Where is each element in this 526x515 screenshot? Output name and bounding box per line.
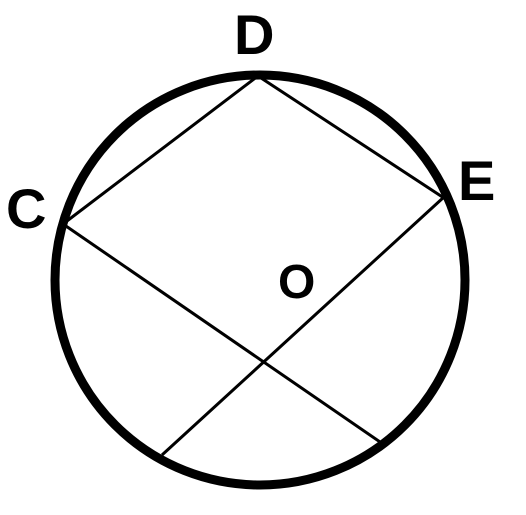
diagram-svg bbox=[0, 0, 526, 515]
label-e: E bbox=[458, 148, 495, 213]
geometry-diagram: D C E O bbox=[0, 0, 526, 515]
label-c: C bbox=[6, 176, 46, 241]
diagonal-e-lower bbox=[162, 197, 444, 455]
main-circle bbox=[55, 75, 465, 485]
diagonal-c-lower bbox=[63, 224, 383, 444]
label-o: O bbox=[278, 255, 315, 310]
label-d: D bbox=[234, 2, 274, 67]
